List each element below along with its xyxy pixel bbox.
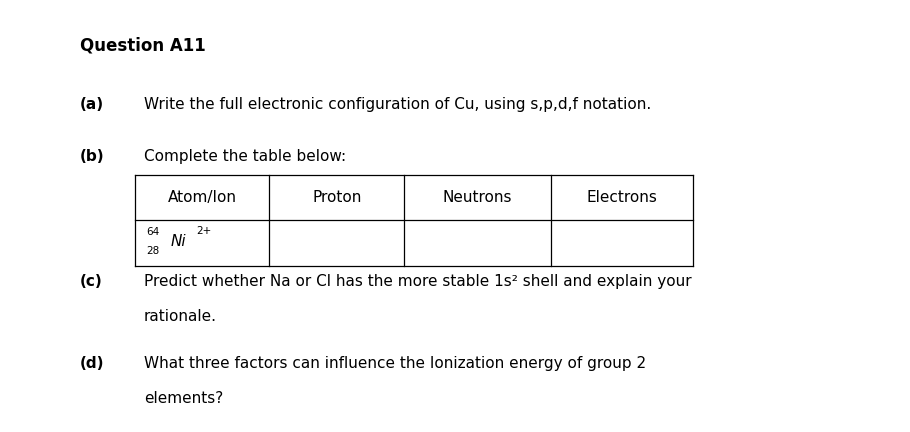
Text: Ni: Ni	[171, 234, 187, 249]
Text: rationale.: rationale.	[144, 309, 217, 324]
Text: (b): (b)	[80, 149, 105, 164]
Text: elements?: elements?	[144, 391, 223, 406]
Text: Proton: Proton	[312, 190, 361, 205]
Text: Electrons: Electrons	[587, 190, 657, 205]
Text: (d): (d)	[80, 356, 105, 372]
Text: 28: 28	[147, 246, 160, 256]
Text: Atom/Ion: Atom/Ion	[167, 190, 237, 205]
Text: 64: 64	[147, 227, 160, 237]
Text: 2+: 2+	[197, 226, 212, 236]
Text: (a): (a)	[80, 97, 105, 112]
Text: Write the full electronic configuration of Cu, using s,p,d,f notation.: Write the full electronic configuration …	[144, 97, 651, 112]
Text: (c): (c)	[80, 274, 103, 289]
Text: Complete the table below:: Complete the table below:	[144, 149, 346, 164]
Text: What three factors can influence the Ionization energy of group 2: What three factors can influence the Ion…	[144, 356, 646, 372]
Text: Question A11: Question A11	[80, 37, 206, 55]
Text: Predict whether Na or Cl has the more stable 1s² shell and explain your: Predict whether Na or Cl has the more st…	[144, 274, 692, 289]
Text: Neutrons: Neutrons	[443, 190, 512, 205]
